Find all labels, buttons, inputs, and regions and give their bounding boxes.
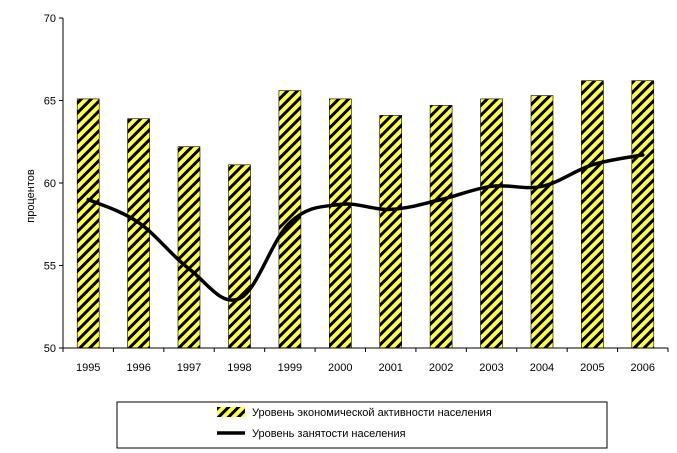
x-tick-label: 1995 — [76, 362, 100, 374]
bar-2006 — [631, 80, 655, 349]
x-tick-label: 2001 — [378, 362, 402, 374]
bar-2004 — [530, 95, 554, 349]
legend-label-activity: Уровень экономической активности населен… — [252, 407, 492, 419]
x-tick-label: 1996 — [126, 362, 150, 374]
y-tick-label: 55 — [44, 261, 56, 273]
bar-1995 — [76, 98, 100, 349]
y-tick-label: 70 — [44, 13, 56, 25]
x-tick-label: 2002 — [429, 362, 453, 374]
employment-line — [86, 153, 645, 302]
x-tick-label: 2003 — [479, 362, 503, 374]
bar-2001 — [379, 115, 403, 349]
legend-frame — [116, 401, 608, 449]
bar-2002 — [429, 105, 453, 349]
legend: Уровень экономической активности населен… — [116, 401, 608, 449]
x-tick-label: 1999 — [278, 362, 302, 374]
x-axis-ticks: 1995 1996 1997 1998 1999 2000 2001 2002 2003 2004… — [62, 348, 669, 374]
legend-swatch-activity — [217, 407, 245, 417]
y-tick-label: 65 — [44, 96, 56, 108]
x-tick-label: 2004 — [530, 362, 554, 374]
x-tick-label: 2005 — [580, 362, 604, 374]
y-tick-label: 50 — [44, 343, 56, 355]
bar-1996 — [127, 118, 150, 349]
y-tick-label: 60 — [44, 178, 56, 190]
x-tick-label: 2000 — [328, 362, 352, 374]
bar-2000 — [328, 98, 352, 349]
y-axis-ticks: 50 55 60 65 70 — [44, 13, 63, 355]
x-tick-label: 1997 — [177, 362, 201, 374]
bar-1999 — [278, 90, 302, 349]
legend-label-employment: Уровень занятости населения — [252, 428, 406, 440]
x-tick-label: 2006 — [631, 362, 655, 374]
x-tick-label: 1998 — [227, 362, 251, 374]
bar-2005 — [581, 80, 604, 349]
bar-1998 — [228, 164, 251, 349]
bar-2003 — [480, 98, 503, 349]
y-axis-label: процентов — [25, 169, 37, 223]
bar-1997 — [177, 146, 201, 349]
bar-series — [76, 80, 655, 349]
axes — [62, 18, 668, 349]
